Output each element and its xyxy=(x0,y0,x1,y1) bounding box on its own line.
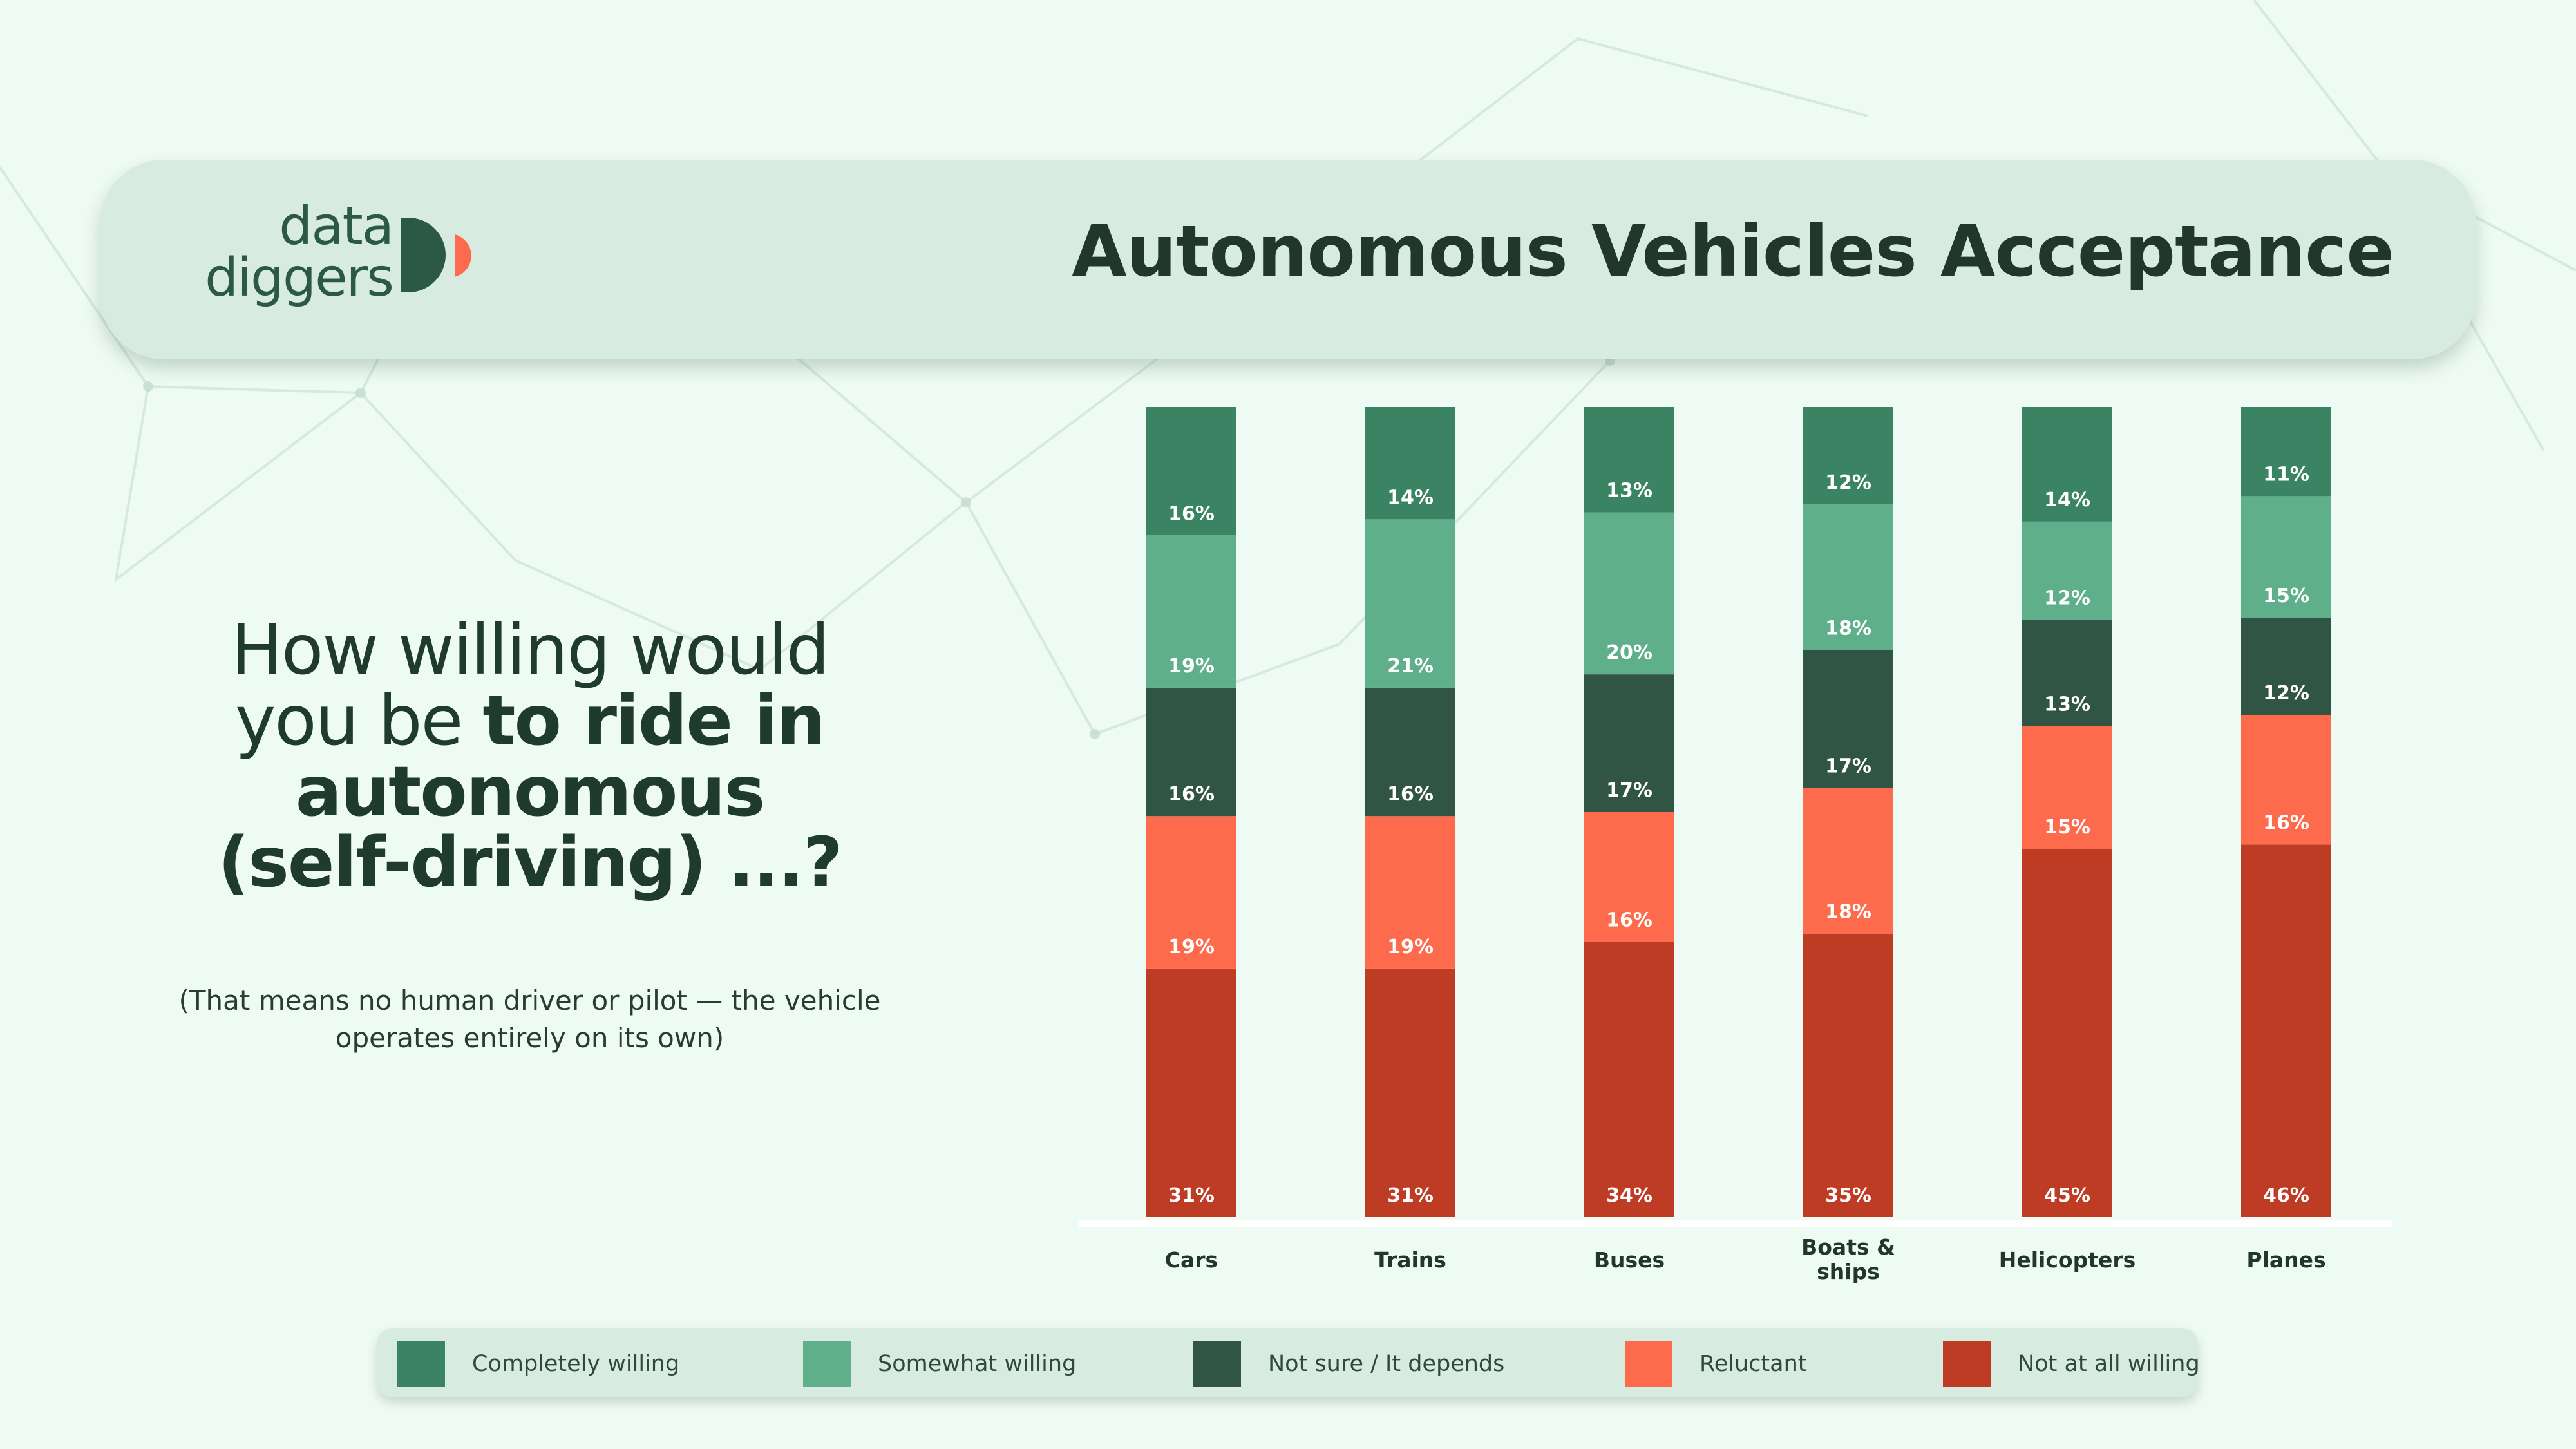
question-line-3-bold: autonomous xyxy=(295,752,766,832)
question-line-4: (self-driving) ...? xyxy=(122,828,937,898)
data-label: 16% xyxy=(1387,783,1434,806)
note-line-1: (That means no human driver or pilot — t… xyxy=(178,985,881,1016)
bar-segment xyxy=(1584,674,1674,812)
survey-question: How willing would you be to ride in auto… xyxy=(122,615,937,898)
data-label: 16% xyxy=(1168,783,1215,806)
data-label: 16% xyxy=(2263,811,2309,834)
category-label: Buses xyxy=(1594,1247,1665,1273)
question-line-1: How willing would xyxy=(231,611,829,690)
data-label: 11% xyxy=(2263,463,2309,486)
data-label: 35% xyxy=(1825,1184,1871,1207)
data-label: 31% xyxy=(1168,1184,1215,1207)
bar-segment xyxy=(2241,715,2331,845)
legend-label: Not sure / It depends xyxy=(1268,1351,1505,1377)
data-label: 15% xyxy=(2263,585,2309,607)
bar-segment xyxy=(1803,504,1893,650)
data-label: 46% xyxy=(2263,1184,2309,1207)
data-label: 12% xyxy=(2044,587,2090,609)
legend-label: Reluctant xyxy=(1700,1351,1807,1377)
data-label: 20% xyxy=(1606,641,1653,664)
logo-line-diggers: diggers xyxy=(205,247,394,308)
bar-segment xyxy=(1584,812,1674,942)
bar-segment xyxy=(1803,933,1893,1217)
category-label: Cars xyxy=(1165,1247,1218,1273)
chart-legend: Completely willing Somewhat willing Not su… xyxy=(377,1328,2200,1397)
note-line-2: operates entirely on its own) xyxy=(335,1022,724,1054)
bar-segment xyxy=(2022,407,2112,522)
logo-line-data: data xyxy=(279,196,394,257)
data-label: 17% xyxy=(1825,755,1871,777)
data-label: 19% xyxy=(1168,655,1215,677)
bar-segment xyxy=(2022,726,2112,849)
legend-label: Completely willing xyxy=(472,1351,680,1377)
data-label: 21% xyxy=(1387,655,1434,677)
data-label: 19% xyxy=(1168,936,1215,958)
data-label: 18% xyxy=(1825,901,1871,923)
bar-segment xyxy=(2241,844,2331,1217)
bar-segment xyxy=(2022,849,2112,1217)
bar-segment xyxy=(1146,968,1236,1217)
data-label: 16% xyxy=(1168,502,1215,525)
bar-segment xyxy=(1803,650,1893,788)
bar-segment xyxy=(1365,816,1455,969)
data-label: 13% xyxy=(1606,480,1653,502)
legend-label: Not at all willing xyxy=(2018,1351,2200,1377)
question-line-4-bold: (self-driving) ...? xyxy=(218,823,842,903)
bar-segment xyxy=(1146,816,1236,969)
data-label: 45% xyxy=(2044,1184,2090,1207)
data-label: 31% xyxy=(1387,1184,1434,1207)
data-label: 14% xyxy=(2044,489,2090,511)
legend-swatch xyxy=(1193,1341,1241,1387)
question-line-2-bold: to ride in xyxy=(482,681,826,761)
category-label: Boats & xyxy=(1801,1235,1895,1260)
category-label: ships xyxy=(1817,1259,1880,1284)
data-label: 34% xyxy=(1606,1184,1653,1207)
bar-segment xyxy=(1365,687,1455,817)
bar-segment xyxy=(1803,407,1893,504)
legend-swatch xyxy=(803,1341,851,1387)
legend-swatch xyxy=(397,1341,445,1387)
bar-segment xyxy=(1146,407,1236,536)
data-label: 12% xyxy=(1825,471,1871,494)
question-line-3: autonomous xyxy=(122,757,937,828)
bar-segment xyxy=(2022,521,2112,620)
bar-segment xyxy=(2022,620,2112,726)
data-label: 18% xyxy=(1825,617,1871,639)
legend-label: Somewhat willing xyxy=(878,1351,1077,1377)
bar-segment xyxy=(1584,942,1674,1217)
bar-segment xyxy=(1365,968,1455,1217)
legend-swatch xyxy=(1625,1341,1672,1387)
bar-segment xyxy=(1146,535,1236,688)
data-label: 17% xyxy=(1606,779,1653,802)
header-bar: data diggers Autonomous Vehicles Accepta… xyxy=(100,160,2476,359)
data-label: 14% xyxy=(1387,486,1434,509)
bar-segment xyxy=(2241,407,2331,497)
bar-segment xyxy=(1584,407,1674,513)
page-title: Autonomous Vehicles Acceptance xyxy=(1072,210,2394,292)
category-label: Helicopters xyxy=(1999,1247,2136,1273)
legend-swatch xyxy=(1943,1341,1991,1387)
bar-segment xyxy=(1146,687,1236,817)
question-note: (That means no human driver or pilot — t… xyxy=(161,982,898,1057)
logo-mark-icon xyxy=(401,218,471,292)
question-line-2: you be to ride in xyxy=(122,686,937,757)
data-diggers-logo: data diggers xyxy=(180,196,489,323)
data-label: 13% xyxy=(2044,694,2090,716)
category-label: Planes xyxy=(2246,1247,2325,1273)
data-label: 16% xyxy=(1606,909,1653,931)
data-label: 19% xyxy=(1387,936,1434,958)
bar-segment xyxy=(2241,618,2331,715)
bar-segment xyxy=(2241,496,2331,618)
question-line-2-plain: you be xyxy=(234,681,483,761)
bar-segment xyxy=(1365,407,1455,520)
bar-segment xyxy=(1584,512,1674,675)
data-label: 15% xyxy=(2044,816,2090,838)
logo-wordmark: data diggers xyxy=(180,196,394,308)
data-label: 12% xyxy=(2263,682,2309,705)
bar-segment xyxy=(1365,519,1455,688)
category-label: Trains xyxy=(1374,1247,1446,1273)
bar-segment xyxy=(1803,788,1893,934)
